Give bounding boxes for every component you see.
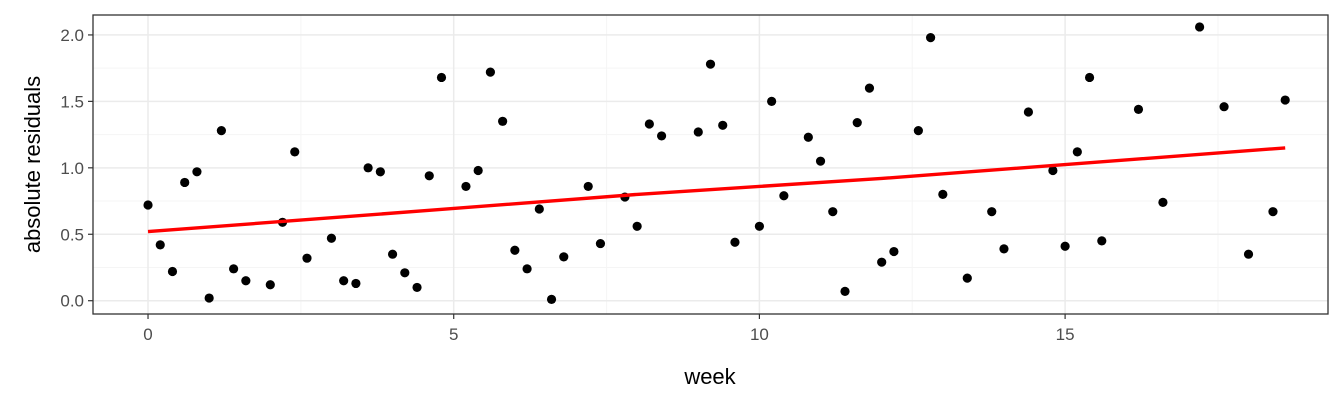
data-point xyxy=(583,181,593,192)
data-point xyxy=(1280,95,1290,105)
data-point xyxy=(644,119,654,129)
data-point xyxy=(290,147,300,157)
data-point xyxy=(1097,236,1107,246)
data-point xyxy=(925,32,936,43)
data-point xyxy=(216,126,226,136)
data-point xyxy=(938,189,948,199)
data-point xyxy=(498,116,508,126)
data-point xyxy=(412,282,422,293)
major-grid-lines xyxy=(93,15,1328,314)
y-tick-label: 0.5 xyxy=(60,225,84,244)
data-point xyxy=(718,120,728,130)
data-point xyxy=(840,286,850,297)
data-point xyxy=(779,191,789,201)
data-point xyxy=(815,156,826,166)
data-point xyxy=(1072,147,1082,157)
data-point xyxy=(510,245,520,255)
x-tick-label: 10 xyxy=(750,325,769,344)
data-point xyxy=(326,233,337,243)
data-point xyxy=(167,266,178,277)
y-tick-label: 2.0 xyxy=(60,26,84,45)
data-point xyxy=(877,257,887,267)
data-point xyxy=(864,83,875,93)
y-tick-label: 0.0 xyxy=(60,292,84,311)
data-point xyxy=(828,207,838,217)
panel-border xyxy=(92,14,1329,315)
data-point xyxy=(229,264,239,274)
data-point xyxy=(424,171,434,181)
x-tick-label: 5 xyxy=(449,325,458,344)
x-tick-label: 0 xyxy=(143,325,152,344)
data-point xyxy=(559,252,569,262)
y-tick-label: 1.0 xyxy=(60,159,84,178)
data-point xyxy=(485,67,496,77)
data-point xyxy=(351,278,361,289)
data-point xyxy=(400,268,410,278)
data-point xyxy=(962,273,972,283)
data-point xyxy=(1048,165,1058,176)
data-point xyxy=(265,280,275,290)
data-point xyxy=(1158,197,1168,207)
data-point xyxy=(192,167,202,177)
data-point xyxy=(632,221,642,231)
data-point xyxy=(522,264,532,274)
data-point xyxy=(999,244,1009,254)
minor-grid-lines xyxy=(93,15,1328,314)
y-tick-label: 1.5 xyxy=(60,92,84,111)
data-point xyxy=(204,293,214,303)
data-point xyxy=(1023,107,1034,117)
x-axis-title: week xyxy=(683,364,736,389)
scatter-points xyxy=(143,22,1290,304)
data-point xyxy=(852,118,862,128)
data-point xyxy=(705,59,716,69)
data-point xyxy=(730,237,740,247)
data-point xyxy=(473,165,483,176)
data-point xyxy=(889,246,899,257)
data-point xyxy=(754,221,765,231)
data-point xyxy=(767,96,777,106)
data-point xyxy=(1219,102,1229,112)
data-point xyxy=(180,177,190,188)
data-point xyxy=(436,72,447,83)
data-point xyxy=(1060,241,1070,251)
y-axis: 0.0 0.5 1.0 1.5 2.0 xyxy=(60,26,93,311)
data-point xyxy=(534,204,544,214)
data-point xyxy=(387,249,398,259)
data-point xyxy=(987,207,997,217)
data-point xyxy=(1195,22,1205,32)
y-axis-title: absolute residuals xyxy=(20,76,45,253)
data-point xyxy=(241,276,251,286)
data-point xyxy=(803,132,813,142)
x-tick-label: 15 xyxy=(1056,325,1075,344)
data-point xyxy=(1084,72,1095,83)
data-point xyxy=(339,276,349,286)
x-axis: 0 5 10 15 xyxy=(143,314,1075,344)
data-point xyxy=(546,294,557,304)
data-point xyxy=(1133,104,1144,114)
data-point xyxy=(461,181,471,192)
data-point xyxy=(595,238,606,249)
data-point xyxy=(143,200,153,210)
data-point xyxy=(693,127,703,137)
data-point xyxy=(302,253,312,263)
data-point xyxy=(656,131,667,141)
data-point xyxy=(1243,249,1254,259)
data-point xyxy=(913,126,923,136)
trend-line-layer xyxy=(147,146,1286,234)
data-point xyxy=(375,167,385,177)
trend-line xyxy=(147,146,1286,234)
data-point xyxy=(155,240,165,250)
data-point xyxy=(1268,207,1278,217)
data-point xyxy=(363,163,373,173)
